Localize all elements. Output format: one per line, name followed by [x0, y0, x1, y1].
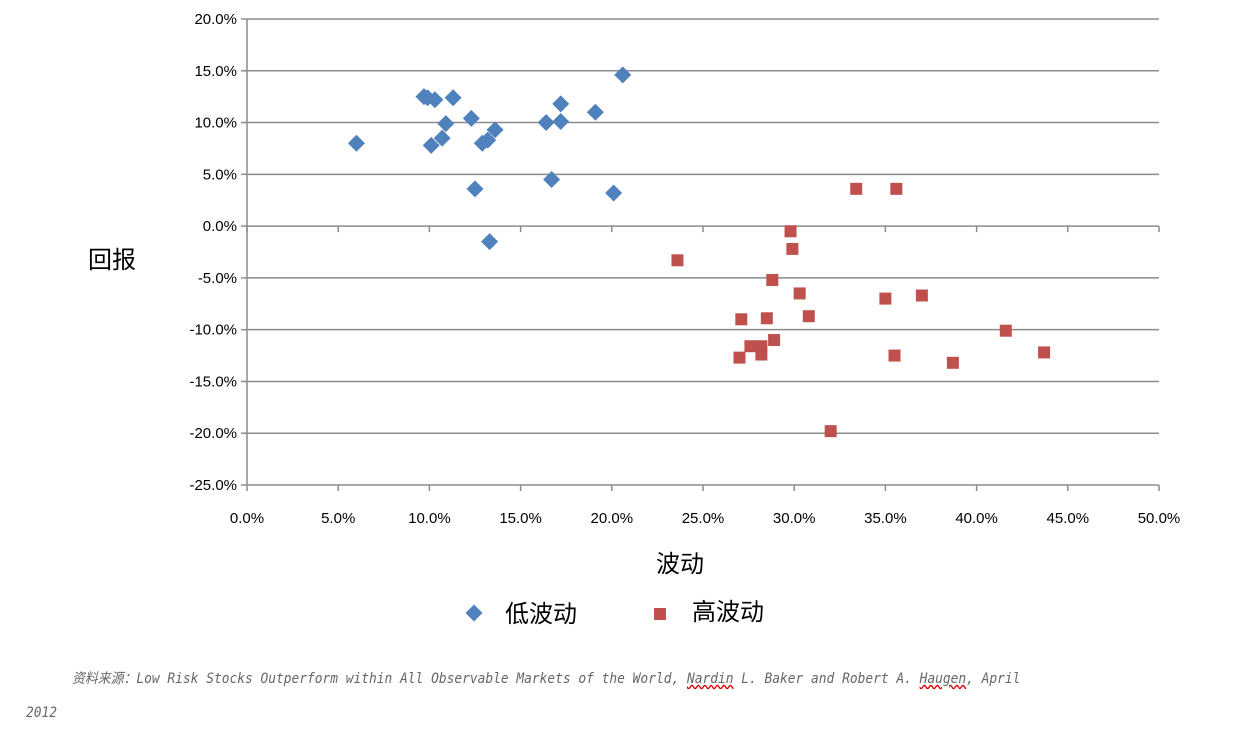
legend-diamond-icon [465, 604, 483, 622]
data-point-high-volatility [744, 340, 757, 353]
data-point-high-volatility [1038, 346, 1051, 359]
data-point-low-volatility [614, 66, 632, 84]
data-point-high-volatility [915, 289, 928, 302]
data-point-low-volatility [433, 129, 451, 147]
data-point-low-volatility [444, 89, 462, 107]
x-tick-label: 30.0% [773, 510, 816, 527]
data-point-high-volatility [671, 254, 684, 267]
source-suffix: , April [966, 671, 1021, 687]
data-point-high-volatility [733, 351, 746, 364]
source-year: 2012 [26, 705, 58, 721]
data-point-high-volatility [850, 182, 863, 195]
gridlines [247, 18, 1159, 486]
x-tick-label: 40.0% [955, 510, 998, 527]
data-point-low-volatility [347, 134, 365, 152]
data-point-low-volatility [437, 115, 455, 133]
source-note: 资料来源：Low Risk Stocks Outperform within A… [26, 662, 1084, 730]
y-tick-label: -25.0% [189, 477, 237, 494]
y-tick-label: 5.0% [203, 166, 237, 183]
legend-square-icon [654, 608, 666, 620]
data-point-high-volatility [890, 182, 903, 195]
source-middle: L. Baker and Robert A. [733, 671, 920, 687]
x-tick-label: 20.0% [591, 510, 634, 527]
data-point-low-volatility [586, 103, 604, 121]
data-point-high-volatility [784, 225, 797, 238]
data-point-low-volatility [543, 171, 561, 188]
data-points [347, 66, 1051, 438]
x-tick-label: 50.0% [1138, 510, 1181, 527]
data-point-high-volatility [766, 273, 779, 286]
x-tick-labels: 0.0% 5.0% 10.0% 15.0% 20.0% 25.0% 30.0% 35.0% 40… [230, 510, 1180, 527]
data-point-low-volatility [552, 95, 570, 113]
data-point-high-volatility [999, 324, 1012, 337]
axes [241, 18, 1160, 491]
data-point-high-volatility [888, 349, 901, 362]
data-point-low-volatility [552, 113, 570, 131]
y-tick-label: 0.0% [203, 218, 237, 235]
y-tick-labels: 20.0% 15.0% 10.0% 5.0% 0.0% -5.0% -10.0% -15.0%… [189, 11, 237, 494]
data-point-high-volatility [824, 425, 837, 438]
source-prefix: 资料来源：Low Risk Stocks Outperform within A… [72, 671, 687, 687]
data-point-low-volatility [537, 114, 555, 132]
data-point-high-volatility [735, 313, 748, 326]
y-tick-label: 10.0% [194, 115, 237, 132]
data-point-low-volatility [605, 184, 623, 202]
legend-label-low: 低波动 [505, 600, 577, 628]
source-author1: Nardin [686, 671, 734, 687]
data-point-low-volatility [486, 121, 504, 139]
x-tick-label: 0.0% [230, 510, 264, 527]
x-tick-label: 5.0% [321, 510, 355, 527]
x-tick-label: 10.0% [408, 510, 451, 527]
y-axis-title: 回报 [88, 246, 136, 274]
data-point-low-volatility [422, 136, 440, 154]
y-tick-label: -5.0% [198, 270, 237, 287]
x-axis-title: 波动 [656, 550, 704, 578]
x-tick-label: 15.0% [499, 510, 542, 527]
y-tick-label: 20.0% [194, 11, 237, 28]
data-point-high-volatility [879, 292, 892, 305]
source-author2: Haugen [919, 671, 967, 687]
x-tick-label: 25.0% [682, 510, 725, 527]
data-point-high-volatility [786, 242, 799, 255]
data-point-low-volatility [462, 109, 480, 127]
legend: 低波动 高波动 [465, 598, 764, 628]
data-point-high-volatility [946, 356, 959, 369]
data-point-high-volatility [760, 312, 773, 325]
x-tick-label: 35.0% [864, 510, 907, 527]
data-point-low-volatility [481, 233, 499, 251]
scatter-chart: 0.0% 5.0% 10.0% 15.0% 20.0% 25.0% 30.0% 35.0% 40… [88, 11, 1180, 628]
data-point-high-volatility [755, 348, 768, 361]
data-point-high-volatility [768, 334, 781, 347]
data-point-low-volatility [426, 91, 444, 109]
y-tick-label: -20.0% [189, 425, 237, 442]
data-point-low-volatility [466, 180, 484, 198]
data-point-high-volatility [793, 287, 806, 300]
y-tick-label: 15.0% [194, 63, 237, 80]
legend-label-high: 高波动 [692, 598, 764, 626]
y-tick-label: -10.0% [189, 322, 237, 339]
y-tick-label: -15.0% [189, 373, 237, 390]
x-tick-label: 45.0% [1047, 510, 1090, 527]
data-point-low-volatility [479, 131, 497, 149]
data-point-high-volatility [802, 310, 815, 323]
